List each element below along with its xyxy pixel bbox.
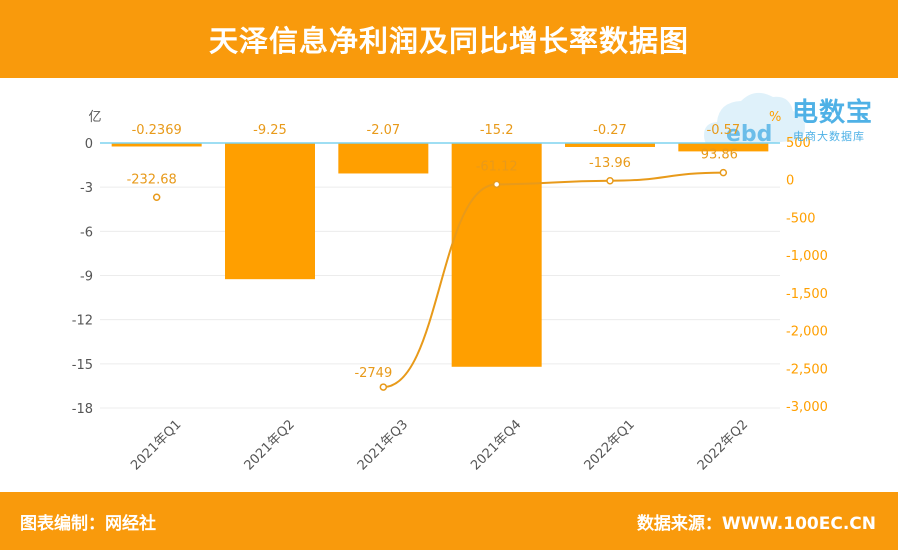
y-tick-label: -9 (80, 270, 93, 285)
y2-tick-label: -1,000 (786, 249, 828, 264)
bar (111, 143, 202, 147)
y2-tick-label: 0 (786, 174, 794, 189)
x-tick-label: 2022年Q1 (582, 417, 638, 473)
header-banner: 天泽信息净利润及同比增长率数据图 (0, 0, 898, 78)
y-tick-label: -3 (80, 181, 93, 196)
x-tick-label: 2021年Q2 (242, 417, 298, 473)
line-data-label: -232.68 (127, 172, 177, 187)
y2-axis-unit: % (769, 110, 781, 125)
bar-data-label: -2.07 (367, 123, 401, 138)
line-point (719, 168, 728, 177)
footer-credit: 图表编制：网经社 (20, 514, 156, 534)
logo-subtitle: 电商大数据库 (793, 130, 865, 143)
bar-data-label: -9.25 (253, 123, 287, 138)
y2-tick-label: -2,500 (786, 362, 828, 377)
y2-tick-label: -2,000 (786, 325, 828, 340)
line-point (152, 193, 161, 202)
y2-tick-label: -500 (786, 211, 816, 226)
bar-data-label: -0.2369 (132, 123, 182, 138)
y2-tick-label: -1,500 (786, 287, 828, 302)
logo-name: 电数宝 (792, 98, 874, 128)
bar-data-label: -0.57 (707, 123, 741, 138)
line-point (492, 180, 501, 189)
x-tick-label: 2021年Q3 (355, 417, 411, 473)
y-tick-label: -15 (72, 358, 93, 373)
y2-tick-label: 500 (786, 136, 811, 151)
bar (565, 143, 655, 147)
cloud-icon (704, 92, 805, 148)
bar (678, 143, 769, 152)
bar (225, 143, 315, 280)
bar (451, 143, 542, 367)
line-data-label: -13.96 (589, 156, 631, 171)
x-tick-label: 2022年Q2 (695, 417, 751, 473)
page-title: 天泽信息净利润及同比增长率数据图 (208, 24, 689, 58)
line-point (379, 383, 388, 391)
y-tick-label: -18 (72, 402, 93, 417)
footer-source: 数据来源：WWW.100EC.CN (636, 514, 876, 534)
y-tick-label: 0 (85, 137, 93, 152)
line-data-label: -61.12 (476, 159, 518, 174)
line-data-label: 93.86 (701, 148, 738, 163)
line-series (383, 171, 724, 389)
y-axis-unit: 亿 (88, 110, 101, 125)
line-point (606, 177, 614, 185)
x-tick-label: 2021年Q1 (128, 417, 184, 473)
x-tick-label: 2021年Q4 (468, 417, 524, 473)
bar-data-label: -15.2 (480, 123, 514, 138)
line-data-label: -2749 (354, 366, 392, 381)
y-tick-label: -6 (80, 225, 93, 240)
footer-banner: 图表编制：网经社 数据来源：WWW.100EC.CN (0, 492, 898, 550)
y2-tick-label: -3,000 (786, 400, 828, 415)
bar (338, 143, 429, 174)
bar-data-label: -0.27 (593, 123, 627, 138)
y-tick-label: -12 (72, 314, 93, 329)
